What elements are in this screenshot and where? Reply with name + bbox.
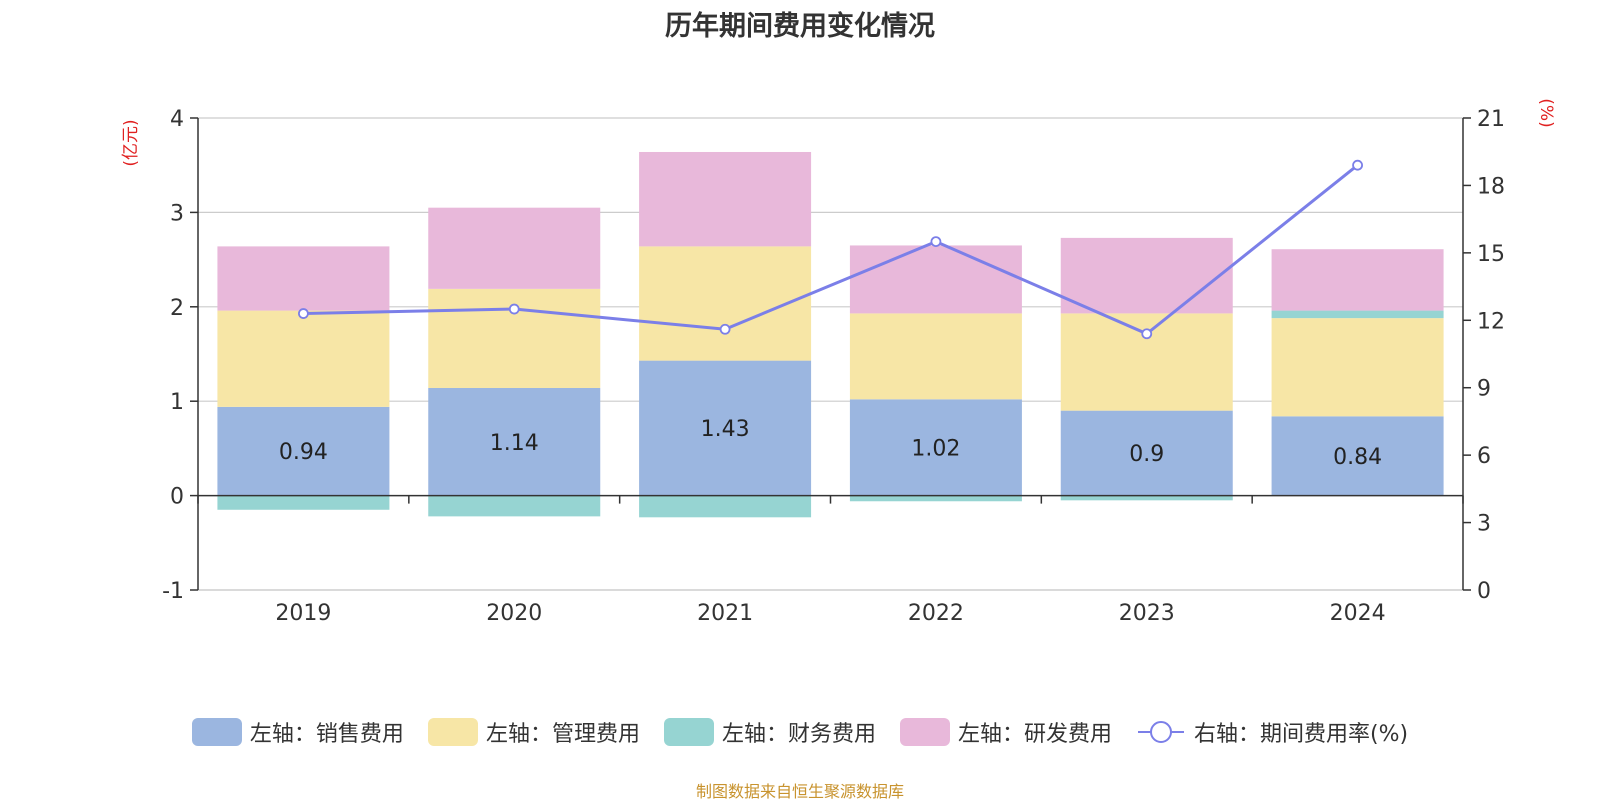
legend-swatch-rate <box>1137 721 1184 743</box>
rate-line <box>303 164 1359 336</box>
legend-swatch-sales <box>191 718 242 746</box>
bar-2022-series-2 <box>849 495 1022 502</box>
rate-point <box>1352 159 1363 171</box>
x-tick-label: 2024 <box>1330 601 1386 626</box>
bar-2020-series-2 <box>428 495 601 517</box>
legend-label-rnd: 左轴：研发费用 <box>957 722 1112 747</box>
rate-point <box>298 308 309 319</box>
left-tick-label: 2 <box>170 296 184 321</box>
legend-item-admin[interactable]: 左轴：管理费用 <box>427 716 640 748</box>
right-tick-label: 18 <box>1477 174 1505 199</box>
bar-2024-series-2 <box>1271 310 1444 319</box>
bar-2019-series-2 <box>217 495 390 510</box>
legend-swatch-rnd <box>899 718 950 746</box>
left-tick-label: -1 <box>162 579 184 604</box>
bar-value-label: 0.84 <box>1333 445 1382 470</box>
legend-item-sales[interactable]: 左轴：销售费用 <box>191 716 404 748</box>
left-tick-label: 3 <box>170 201 184 226</box>
bar-2024-series-0 <box>1271 416 1444 496</box>
right-tick-label: 0 <box>1477 579 1491 604</box>
bar-2019-series-3 <box>217 246 390 311</box>
bar-2023-series-3 <box>1060 237 1233 314</box>
bar-2021-series-1 <box>639 246 812 361</box>
data-source-note: 制图数据来自恒生聚源数据库 <box>695 782 904 801</box>
right-tick-label: 6 <box>1477 444 1491 469</box>
legend-swatch-admin <box>427 718 478 746</box>
bar-2021-series-3 <box>639 151 812 247</box>
right-tick-label: 21 <box>1477 107 1505 132</box>
bar-2021-series-0 <box>639 360 812 496</box>
bar-2023-series-0 <box>1060 410 1233 496</box>
bar-2022-series-3 <box>849 245 1022 314</box>
bar-2019-series-1 <box>217 310 390 407</box>
bar-value-label: 1.43 <box>701 417 750 442</box>
chart-plot: 0.9420191.1420201.4320211.0220220.920230… <box>121 98 1556 626</box>
left-tick-label: 0 <box>170 485 184 510</box>
legend-swatch-finance <box>663 718 714 746</box>
legend-label-admin: 左轴：管理费用 <box>485 722 640 747</box>
bar-2024-series-3 <box>1271 249 1444 311</box>
legend-label-rate: 右轴：期间费用率(%) <box>1193 722 1409 747</box>
right-tick-label: 12 <box>1477 309 1505 334</box>
bar-2022-series-0 <box>849 399 1022 496</box>
legend-item-finance[interactable]: 左轴：财务费用 <box>663 716 876 748</box>
bar-2020-series-3 <box>428 207 601 289</box>
left-tick-label: 1 <box>170 390 184 415</box>
bar-2024-series-1 <box>1271 318 1444 417</box>
x-tick-label: 2021 <box>697 601 753 626</box>
bar-2023-series-2 <box>1060 495 1233 501</box>
bar-value-label: 0.9 <box>1129 442 1164 467</box>
x-tick-label: 2023 <box>1119 601 1175 626</box>
legend: 左轴：销售费用 左轴：管理费用 左轴：财务费用 左轴：研发费用 右轴：期间费用率… <box>0 716 1600 748</box>
bar-value-label: 0.94 <box>279 440 328 465</box>
chart-title: 历年期间费用变化情况 <box>665 11 935 42</box>
bar-value-label: 1.14 <box>490 431 539 456</box>
right-tick-label: 9 <box>1477 377 1491 402</box>
x-tick-label: 2019 <box>275 601 331 626</box>
bar-2019-series-0 <box>217 406 390 496</box>
bar-2022-series-1 <box>849 313 1022 400</box>
legend-label-finance: 左轴：财务费用 <box>721 722 876 747</box>
right-tick-label: 3 <box>1477 512 1491 537</box>
rate-point <box>508 303 520 315</box>
rate-point <box>930 236 942 248</box>
legend-item-rnd[interactable]: 左轴：研发费用 <box>899 716 1112 748</box>
legend-label-sales: 左轴：销售费用 <box>249 722 404 747</box>
x-tick-label: 2020 <box>486 601 542 626</box>
bar-2020-series-0 <box>428 387 601 496</box>
right-tick-label: 15 <box>1477 242 1505 267</box>
bar-value-label: 1.02 <box>911 436 960 461</box>
bar-2023-series-1 <box>1060 313 1233 411</box>
left-axis-unit-label: (亿元) <box>121 119 141 166</box>
x-tick-label: 2022 <box>908 601 964 626</box>
rate-point <box>1141 328 1153 340</box>
right-axis-unit-label: (%) <box>1536 98 1556 127</box>
left-tick-label: 4 <box>170 107 184 132</box>
legend-item-rate[interactable]: 右轴：期间费用率(%) <box>1136 716 1408 748</box>
rate-point <box>719 323 731 335</box>
bar-2021-series-2 <box>639 495 812 518</box>
